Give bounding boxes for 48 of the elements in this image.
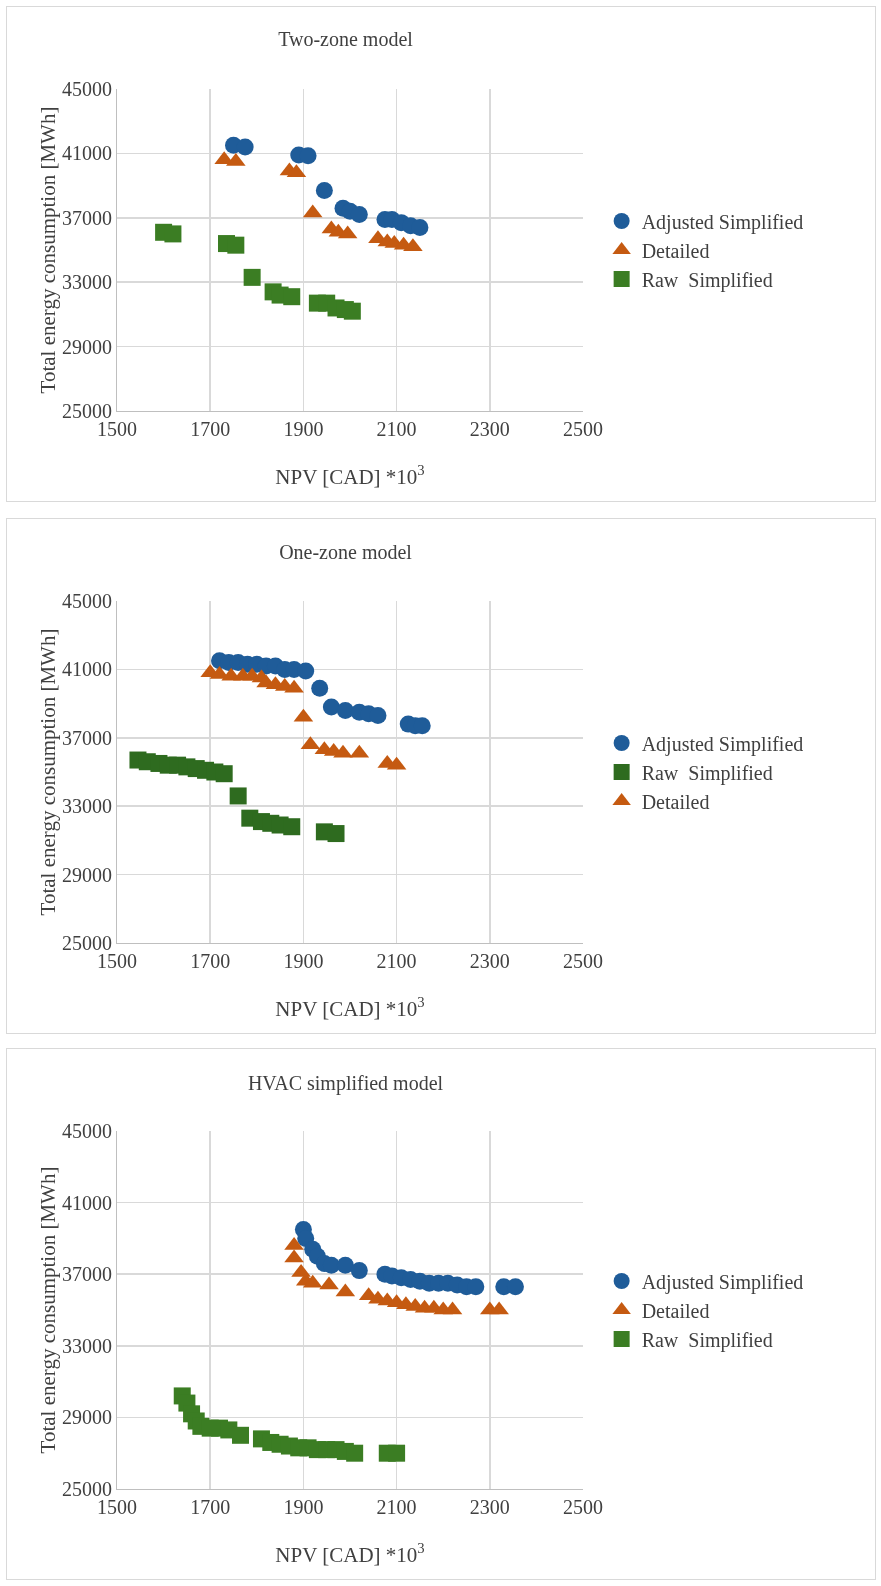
y-tick-label: 45000 [62, 1120, 112, 1142]
legend-label: Raw Simplified [641, 268, 773, 292]
x-tick-label: 2300 [469, 950, 510, 972]
y-tick-label: 29000 [62, 335, 112, 358]
x-tick-label: 2500 [563, 950, 603, 972]
y-tick-label: 37000 [62, 1263, 112, 1286]
x-tick-label: 2500 [563, 418, 603, 440]
y-tick-label: 45000 [62, 78, 112, 100]
legend-label: Detailed [641, 790, 710, 813]
legend-label: Detailed [641, 239, 710, 262]
x-tick-label: 2500 [563, 1496, 603, 1518]
y-tick-label: 29000 [62, 1406, 112, 1429]
y-axis-title: Total energy consumption [MWh] [36, 106, 60, 394]
legend-label: Adjusted Simplified [641, 732, 804, 756]
y-tick-label: 37000 [62, 206, 112, 229]
y-tick-label: 41000 [62, 658, 112, 681]
x-axis-title: NPV [CAD] *10$^{3}$ [275, 462, 425, 489]
y-tick-label: 45000 [62, 590, 112, 612]
x-tick-label: 1900 [283, 950, 324, 972]
y-tick-label: 33000 [62, 795, 112, 818]
y-tick-label: 33000 [62, 1334, 112, 1357]
y-tick-label: 41000 [62, 1191, 112, 1214]
y-axis-title: Total energy consumption [MWh] [36, 1166, 60, 1454]
chart-title: HVAC simplified model [247, 1071, 444, 1095]
x-tick-label: 1900 [283, 418, 324, 440]
legend-label: Adjusted Simplified [641, 1270, 804, 1294]
chart-title: Two-zone model [278, 27, 414, 50]
x-tick-label: 1700 [190, 418, 231, 440]
x-tick-label: 2100 [376, 418, 417, 440]
legend-label: Raw Simplified [641, 761, 773, 785]
x-tick-label: 1700 [190, 1496, 231, 1518]
y-axis-title: Total energy consumption [MWh] [36, 628, 60, 916]
y-tick-label: 33000 [62, 271, 112, 294]
legend-label: Adjusted Simplified [641, 210, 804, 234]
x-axis-title: NPV [CAD] *10$^{3}$ [275, 1540, 425, 1567]
x-tick-label: 1900 [283, 1496, 324, 1518]
y-tick-label: 37000 [62, 726, 112, 749]
x-tick-label: 2100 [376, 1496, 417, 1518]
x-tick-label: 2300 [469, 418, 510, 440]
chart-title: One-zone model [279, 540, 413, 563]
legend-label: Raw Simplified [641, 1328, 773, 1352]
y-tick-label: 29000 [62, 863, 112, 886]
x-tick-label: 1700 [190, 950, 231, 972]
legend-label: Detailed [641, 1299, 710, 1322]
x-tick-label: 2300 [469, 1496, 510, 1518]
y-tick-label: 41000 [62, 142, 112, 165]
x-tick-label: 2100 [376, 950, 417, 972]
x-axis-title: NPV [CAD] *10$^{3}$ [275, 994, 425, 1021]
